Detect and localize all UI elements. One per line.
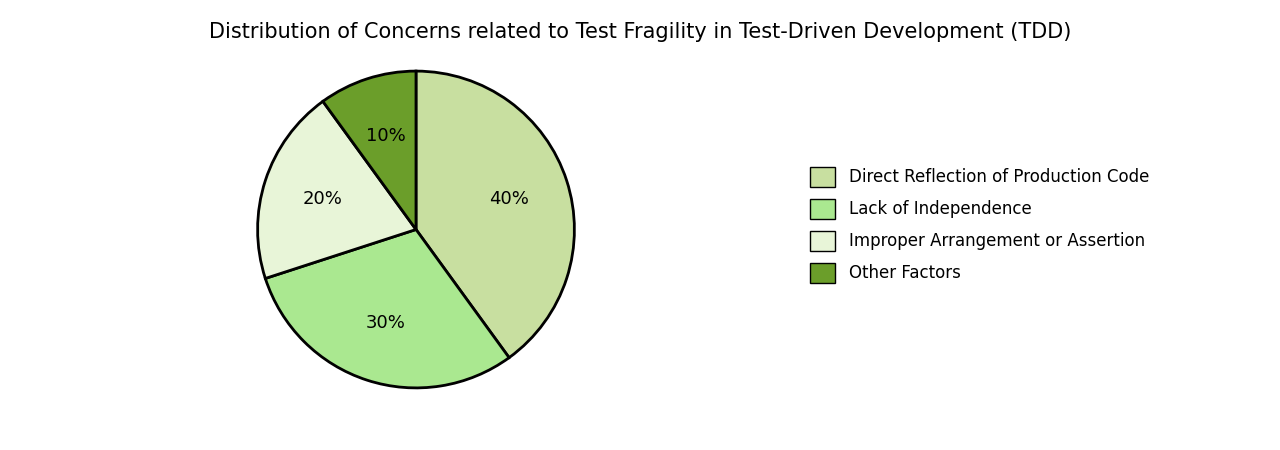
Wedge shape	[265, 230, 509, 388]
Wedge shape	[257, 101, 416, 279]
Text: Distribution of Concerns related to Test Fragility in Test-Driven Development (T: Distribution of Concerns related to Test…	[209, 22, 1071, 42]
Text: 20%: 20%	[302, 190, 343, 208]
Text: 40%: 40%	[489, 190, 530, 208]
Wedge shape	[416, 71, 575, 358]
Text: 10%: 10%	[366, 127, 406, 145]
Text: 30%: 30%	[366, 314, 406, 332]
Wedge shape	[323, 71, 416, 229]
Legend: Direct Reflection of Production Code, Lack of Independence, Improper Arrangement: Direct Reflection of Production Code, La…	[803, 158, 1157, 292]
